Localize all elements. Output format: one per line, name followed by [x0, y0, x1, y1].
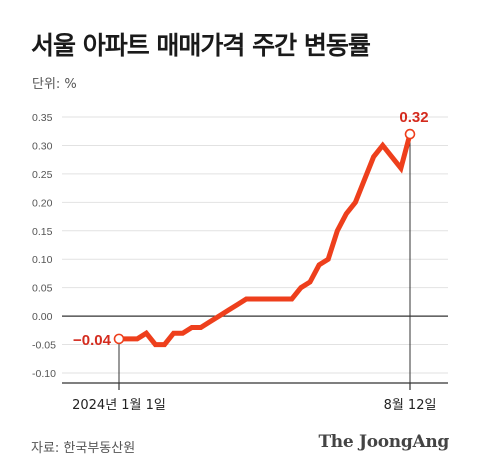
y-tick-label: 0.20 [32, 197, 53, 209]
line-chart: -0.10 -0.05 0.00 0.05 0.10 0.15 0.20 0.25 0.30 0.… [32, 109, 448, 413]
endpoint-marker [113, 333, 125, 345]
y-tick-label: 0.00 [32, 311, 53, 323]
data-label: 0.32 [399, 109, 428, 126]
endpoint-marker [404, 128, 416, 140]
series-layer [119, 133, 413, 348]
y-tick-label: 0.05 [32, 283, 53, 295]
y-axis-ticks: -0.10 -0.05 0.00 0.05 0.10 0.15 0.20 0.25 0.30 0.… [32, 112, 56, 380]
source-note: 자료: 한국부동산원 [31, 441, 136, 456]
x-tick-label: 8월 12일 [384, 398, 437, 413]
chart-title: 서울 아파트 매매가격 주간 변동률 [31, 31, 371, 60]
y-tick-label: 0.10 [32, 254, 53, 266]
x-tick-label: 2024년 1월 1일 [72, 398, 166, 413]
unit-label: 단위: % [32, 77, 77, 92]
y-tick-label: 0.15 [32, 226, 53, 238]
x-axis: 2024년 1월 1일 8월 12일 [62, 134, 448, 413]
y-tick-label: -0.05 [32, 340, 56, 352]
series-line [119, 133, 413, 348]
y-tick-label: 0.35 [32, 112, 53, 124]
y-tick-label: 0.25 [32, 169, 53, 181]
y-tick-label: 0.30 [32, 140, 53, 152]
data-labels: −0.04 0.32 [73, 109, 429, 349]
data-label: −0.04 [73, 332, 112, 349]
publisher-logo: The JoongAng [318, 432, 449, 452]
y-tick-label: -0.10 [32, 368, 56, 380]
